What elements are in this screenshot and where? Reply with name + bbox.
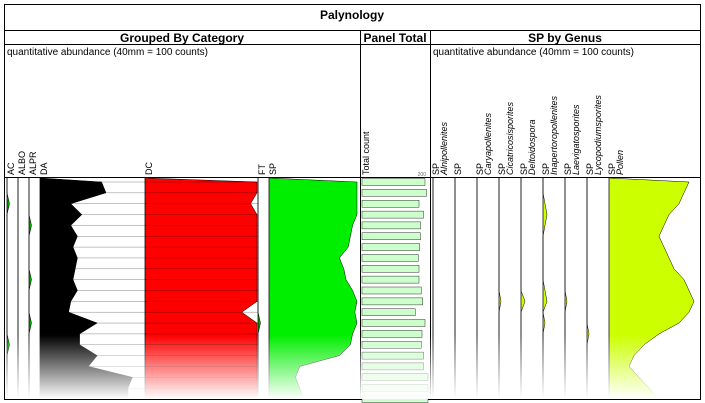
category-label-sp: SP [268,163,278,175]
total-bar [361,395,429,403]
total-bar [361,210,424,219]
panel-title-total: Panel Total [363,31,426,45]
total-bar [361,189,427,197]
total-bar [361,341,422,349]
total-bar [361,275,420,284]
category-label-dc: DC [144,162,154,175]
genus-label-5: Inapertoropollenites [549,95,559,175]
genus-group-label-4: SP [519,163,529,175]
genus-group-label-0: SP [431,163,441,175]
panel-title-genus: SP by Genus [528,31,602,45]
genus-group-label-5: SP [541,163,551,175]
category-column-dc [144,177,258,400]
total-bar [361,221,421,230]
genus-label-6: Laevigatosporites [571,104,581,175]
total-bar [361,199,420,208]
genus-label-2: Caryapollenites [483,112,493,175]
total-bar [361,297,423,306]
total-bar [361,286,422,295]
genus-label-0: Alnipollenites [439,121,449,176]
genus-group-label-7: SP [585,163,595,175]
category-label-ft: FT [257,164,267,175]
genus-group-label-8: SP [607,163,617,175]
genus-group-label-3: SP [497,163,507,175]
chart-title: Palynology [320,8,384,22]
category-label-da: DA [39,162,49,175]
total-bar [361,319,426,327]
sample-lines [40,181,258,400]
category-label-alpr: ALPR [28,151,38,175]
genus-group-label-1: SP [453,163,463,175]
total-column-label: Total count [361,131,371,175]
genus-label-4: Deltoidospora [527,119,537,175]
total-bar [361,384,429,392]
category-label-albo: ALBO [17,151,27,175]
total-bar [361,178,426,186]
category-column-dc-area [144,177,258,400]
total-bar [361,254,419,262]
total-bar [361,232,421,241]
total-bar [361,243,420,251]
genus-label-3: Cicatricosisporites [505,101,515,175]
genus-label-8: Pollen [615,150,625,175]
panel-title-grouped: Grouped By Category [120,31,244,45]
total-scale-label: 200 [418,172,427,178]
genus-label-7: Lycopodiumsporites [593,95,603,175]
total-bar [361,362,424,371]
total-bar [361,308,416,316]
total-bar [361,265,420,273]
total-bar [361,330,423,338]
panel-subtitle-genus: quantitative abundance (40mm = 100 count… [433,47,634,58]
category-label-ac: AC [6,162,16,175]
total-bar [361,351,424,360]
genus-group-label-6: SP [563,163,573,175]
genus-group-label-2: SP [475,163,485,175]
panel-subtitle-grouped: quantitative abundance (40mm = 100 count… [7,47,208,58]
total-bar [361,373,429,381]
panel-total-column [361,178,429,403]
